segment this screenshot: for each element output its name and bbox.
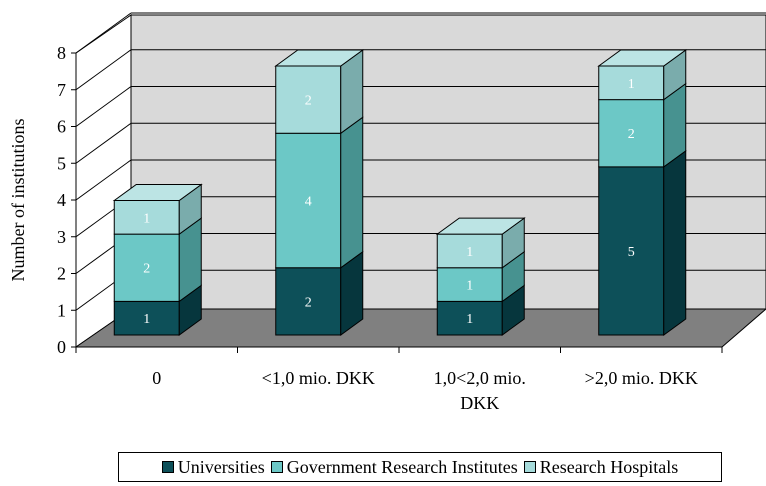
- y-axis-title: Number of institutions: [8, 119, 28, 282]
- x-category-label-2-0-mio-dkk: >2,0 mio. DKK: [585, 368, 698, 388]
- y-tick-label: 5: [57, 153, 66, 173]
- data-label-universities-1-0-mio-dkk: 2: [305, 295, 312, 310]
- y-tick-label: 2: [57, 264, 66, 284]
- bar-top-research-hospitals-0: [112, 183, 203, 201]
- data-label-universities-0: 1: [143, 312, 150, 327]
- gridline-side: [75, 122, 132, 164]
- data-label-research-hospitals-2-0-mio-dkk: 1: [628, 77, 635, 92]
- chart-legend: Universities Government Research Institu…: [118, 452, 722, 482]
- data-label-research-hospitals-0: 1: [143, 211, 150, 226]
- y-tick-label: 8: [57, 43, 66, 63]
- legend-label-universities: Universities: [177, 456, 265, 477]
- x-category-label-0: 0: [152, 368, 161, 388]
- y-tick-label: 0: [57, 337, 66, 357]
- y-tick-label: 7: [57, 80, 66, 100]
- legend-item-universities: Universities: [161, 456, 265, 478]
- x-category-label-1-0-2-0-mio-dkk: 1,0<2,0 mio. DKK: [434, 368, 526, 413]
- legend-item-government-research-institutes: Government Research Institutes: [270, 456, 518, 478]
- bar-side-government-research-institutes-1-0-mio-dkk: [340, 116, 364, 269]
- legend-item-research-hospitals: Research Hospitals: [523, 456, 679, 478]
- gridline-side: [75, 49, 132, 91]
- bar-top-research-hospitals-1-0-mio-dkk: [274, 49, 365, 67]
- gridline-side: [75, 86, 132, 127]
- data-label-government-research-institutes-1-0-mio-dkk: 4: [305, 194, 312, 209]
- legend-label-research-hospitals: Research Hospitals: [539, 456, 679, 477]
- data-label-government-research-institutes-0: 2: [143, 262, 150, 277]
- bar-top-research-hospitals-2-0-mio-dkk: [597, 49, 688, 67]
- data-label-universities-2-0-mio-dkk: 5: [628, 245, 635, 260]
- y-tick-label: 4: [57, 190, 66, 210]
- gridline-side: [75, 12, 132, 54]
- data-label-research-hospitals-1-0-mio-dkk: 2: [305, 94, 312, 109]
- gridline-side: [75, 159, 132, 201]
- y-tick-label: 1: [57, 300, 66, 320]
- y-tick-label: 3: [57, 227, 66, 247]
- bar-side-universities-2-0-mio-dkk: [663, 149, 687, 336]
- x-category-label-1-0-mio-dkk: <1,0 mio. DKK: [262, 368, 375, 388]
- data-label-government-research-institutes-2-0-mio-dkk: 2: [628, 127, 635, 142]
- legend-swatch-government-research-institutes: [270, 461, 283, 473]
- data-label-research-hospitals-1-0-2-0-mio-dkk: 1: [466, 245, 473, 260]
- bar-top-research-hospitals-1-0-2-0-mio-dkk: [435, 217, 526, 235]
- legend-swatch-research-hospitals: [523, 461, 536, 473]
- data-label-universities-1-0-2-0-mio-dkk: 1: [466, 312, 473, 327]
- legend-label-government-research-institutes: Government Research Institutes: [286, 456, 518, 477]
- stacked-bar-chart: 0 1 2 3 4 5 6 7 8 Number of institutions 0 <1,0 mio…: [8, 12, 766, 413]
- y-tick-label: 6: [57, 117, 66, 137]
- data-label-government-research-institutes-1-0-2-0-mio-dkk: 1: [466, 279, 473, 294]
- legend-swatch-universities: [161, 461, 174, 473]
